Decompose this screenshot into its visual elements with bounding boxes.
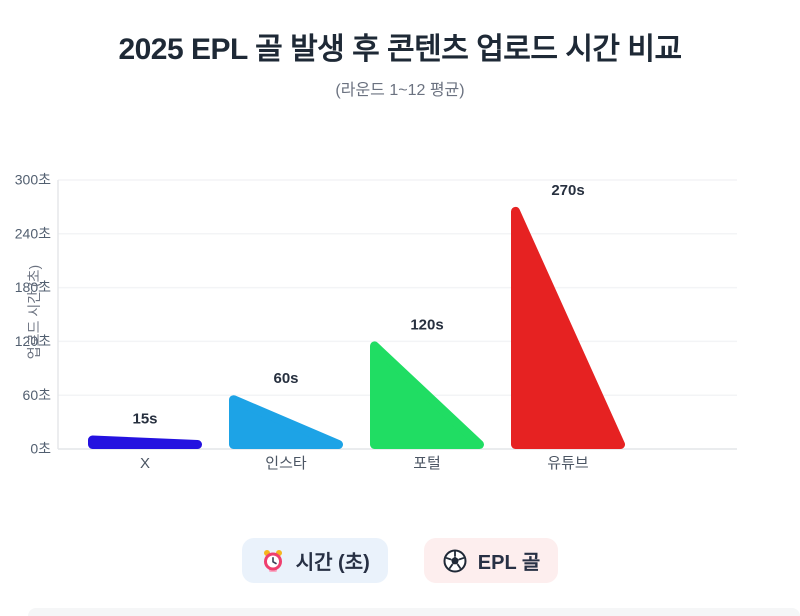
y-tick-label: 120초 [15,333,51,349]
legend-pill-time[interactable]: 시간 (초) [241,538,388,583]
bar-X[interactable] [88,435,202,449]
x-tick-label: 유튜브 [547,455,589,472]
y-axis-title: 업로드 시간 (초) [26,264,42,360]
y-tick-label: 300초 [15,172,51,188]
bar-인스타[interactable] [229,395,343,449]
legend-pill-goal[interactable]: EPL 골 [423,538,559,583]
y-tick-label: 180초 [15,279,51,295]
page-subtitle: (라운드 1~12 평균) [335,82,465,99]
y-tick-label: 60초 [23,387,52,403]
next-section-top-edge [28,608,800,616]
x-tick-label: X [140,455,150,472]
data-label: 15s [132,411,157,428]
bar-유튜브[interactable] [511,206,625,449]
data-label: 270s [551,182,584,199]
chart-legend: 시간 (초) EPL 골 [0,538,800,583]
data-label: 120s [410,316,443,333]
x-tick-label: 인스타 [265,455,307,472]
page-title: 2025 EPL 골 발생 후 콘텐츠 업로드 시간 비교 [118,33,682,66]
y-tick-label: 0초 [30,441,51,457]
data-label: 60s [273,370,298,387]
legend-label-goal: EPL 골 [477,552,541,574]
x-tick-label: 포털 [413,455,441,472]
y-tick-label: 240초 [15,225,51,241]
legend-label-time: 시간 (초) [295,552,370,574]
soccer-ball-icon [443,549,467,572]
bar-포털[interactable] [370,341,484,449]
alarm-clock-icon [263,549,282,572]
triangle-bar-chart: 0초 60초 120초 180초 240초 300초 15s X 60s 인스타 120s 포털 270… [15,172,737,472]
